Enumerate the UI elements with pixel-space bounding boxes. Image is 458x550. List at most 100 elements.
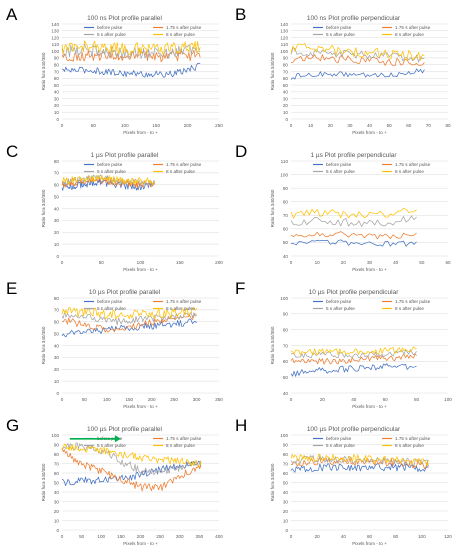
y-tick-label: 90 xyxy=(283,186,289,191)
y-tick-label: 50 xyxy=(54,331,60,336)
y-tick-label: 110 xyxy=(281,159,289,164)
chart-title: 100 µs Plot profile parallel xyxy=(87,426,162,433)
y-tick-label: 90 xyxy=(54,442,60,447)
x-tick-label: 50 xyxy=(79,534,85,539)
x-tick-label: 150 xyxy=(117,534,125,539)
x-tick-label: 100 xyxy=(121,123,129,128)
panel-label: B xyxy=(235,5,246,24)
series-line-before-pulse xyxy=(61,460,202,486)
legend-label: before pulse xyxy=(326,162,352,167)
y-axis-label: Ratio fura 340/380 xyxy=(270,189,275,227)
series-line-before-pulse xyxy=(291,239,417,247)
legend-label: 8 s after pulse xyxy=(166,169,195,174)
y-tick-label: 40 xyxy=(54,343,60,348)
panel-label: E xyxy=(6,279,17,298)
y-tick-label: 50 xyxy=(283,83,289,88)
y-tick-label: 20 xyxy=(283,509,289,514)
x-tick-label: 300 xyxy=(176,534,184,539)
y-tick-label: 100 xyxy=(280,49,288,54)
legend-item: 1.75 s after pulse xyxy=(382,436,431,441)
legend-label: before pulse xyxy=(97,162,123,167)
legend-label: 1.75 s after pulse xyxy=(166,162,202,167)
series-line-5-s-after-pulse xyxy=(290,349,417,359)
chart-title: 1 µs Plot profile perpendicular xyxy=(310,152,397,159)
series-line-5-s-after-pulse xyxy=(290,215,417,227)
x-axis-label: Pixels from - to + xyxy=(352,267,387,272)
legend-item: 5 s after pulse xyxy=(83,32,126,37)
series-line-before-pulse xyxy=(290,463,429,473)
y-axis-label: Ratio fura 340/380 xyxy=(41,52,46,90)
x-tick-label: 20 xyxy=(341,260,347,265)
series-line-8-s-after-pulse xyxy=(290,43,425,61)
x-tick-label: 60 xyxy=(367,534,373,539)
y-tick-label: 20 xyxy=(54,230,60,235)
series-line-1-75-s-after-pulse xyxy=(290,231,417,240)
legend-label: 8 s after pulse xyxy=(166,443,195,448)
legend-label: 8 s after pulse xyxy=(395,443,424,448)
series-line-1-75-s-after-pulse xyxy=(290,353,417,365)
legend-item: 5 s after pulse xyxy=(312,443,355,448)
legend-label: 1.75 s after pulse xyxy=(166,25,202,30)
x-tick-label: 100 xyxy=(97,534,105,539)
panel-label: C xyxy=(6,142,18,161)
legend-label: 1.75 s after pulse xyxy=(395,436,431,441)
x-tick-label: 20 xyxy=(320,397,326,402)
y-tick-label: 30 xyxy=(283,499,289,504)
y-tick-label: 80 xyxy=(54,63,60,68)
y-tick-label: 20 xyxy=(54,103,60,108)
y-tick-label: 140 xyxy=(280,22,288,27)
y-tick-label: 100 xyxy=(280,172,288,177)
y-tick-label: 90 xyxy=(283,442,289,447)
chart-title: 100 ns Plot profile parallel xyxy=(87,15,162,22)
legend-label: before pulse xyxy=(326,299,352,304)
y-tick-label: 50 xyxy=(283,240,289,245)
series-line-8-s-after-pulse xyxy=(61,307,197,320)
x-axis-label: Pixels from - to + xyxy=(352,541,387,546)
legend-item: 1.75 s after pulse xyxy=(153,162,202,167)
legend-item: 8 s after pulse xyxy=(382,443,424,448)
x-tick-label: 60 xyxy=(406,123,412,128)
x-axis-label: Pixels from - to + xyxy=(123,130,158,135)
x-tick-label: 200 xyxy=(137,534,145,539)
y-tick-label: 60 xyxy=(54,76,60,81)
y-axis-label: Ratio fura 340/380 xyxy=(270,326,275,364)
y-tick-label: 10 xyxy=(54,110,60,115)
series-line-8-s-after-pulse xyxy=(61,443,202,468)
legend-item: 5 s after pulse xyxy=(83,169,126,174)
chart-panel-d: D 1 µs Plot profile perpendicular 40 50 60 70… xyxy=(235,142,451,272)
y-tick-label: 40 xyxy=(54,490,60,495)
legend-item: 1.75 s after pulse xyxy=(153,299,202,304)
x-tick-label: 20 xyxy=(315,534,321,539)
x-tick-label: 40 xyxy=(393,260,399,265)
legend-item: 5 s after pulse xyxy=(312,32,355,37)
series-line-8-s-after-pulse xyxy=(61,40,201,55)
x-tick-label: 50 xyxy=(99,260,105,265)
chart-title: 100 ns Plot profile perpendicular xyxy=(307,15,401,22)
x-tick-label: 200 xyxy=(148,397,156,402)
x-tick-label: 60 xyxy=(383,397,389,402)
y-tick-label: 70 xyxy=(54,308,60,313)
y-tick-label: 60 xyxy=(54,183,60,188)
y-tick-label: 120 xyxy=(280,35,288,40)
y-tick-label: 50 xyxy=(54,83,60,88)
x-axis-label: Pixels from - to + xyxy=(352,130,387,135)
x-axis-label: Pixels from - to + xyxy=(123,541,158,546)
series-line-1-75-s-after-pulse xyxy=(61,50,201,63)
legend-label: 8 s after pulse xyxy=(395,306,424,311)
y-tick-label: 100 xyxy=(280,296,288,301)
x-tick-label: 100 xyxy=(103,397,111,402)
x-tick-label: 40 xyxy=(351,397,357,402)
legend-item: before pulse xyxy=(312,436,352,441)
series-line-5-s-after-pulse xyxy=(61,442,202,476)
y-tick-label: 80 xyxy=(283,200,289,205)
panel-label: G xyxy=(6,416,19,435)
x-tick-label: 250 xyxy=(156,534,164,539)
y-tick-label: 100 xyxy=(280,433,288,438)
y-tick-label: 0 xyxy=(56,528,59,533)
x-tick-label: 10 xyxy=(315,260,321,265)
x-tick-label: 80 xyxy=(445,123,451,128)
legend-item: 8 s after pulse xyxy=(153,443,195,448)
legend-item: 1.75 s after pulse xyxy=(153,436,202,441)
legend-label: before pulse xyxy=(97,25,123,30)
x-axis-label: Pixels from - to + xyxy=(352,404,387,409)
